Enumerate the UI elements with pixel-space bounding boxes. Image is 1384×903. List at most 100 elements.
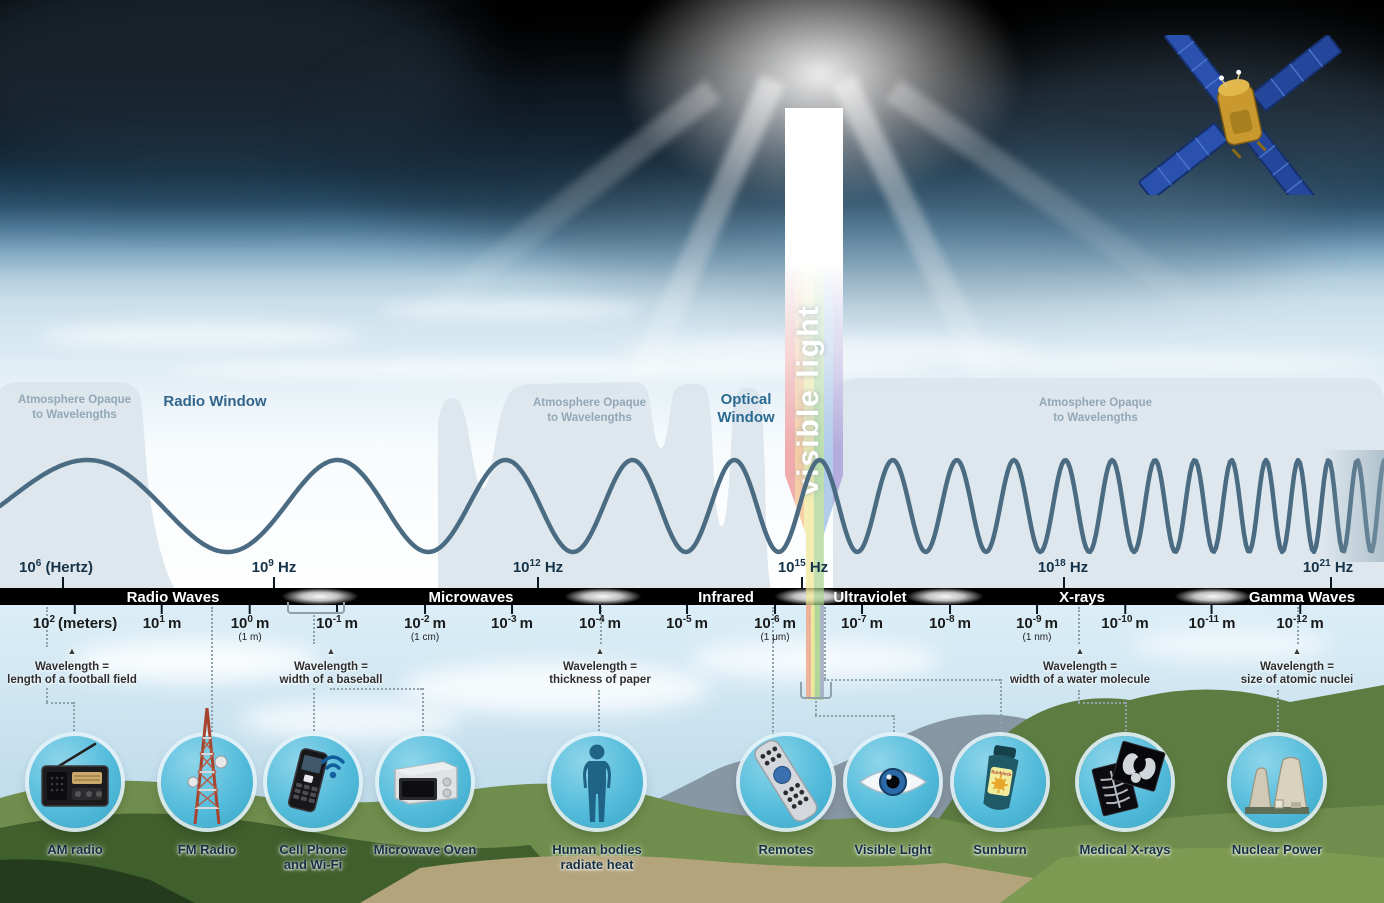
wavelength-tick-1e-10: 10-10 m — [1101, 605, 1149, 632]
frequency-label-1e15: 1015 Hz — [777, 558, 829, 576]
frequency-label-1e12: 1012 Hz — [512, 558, 564, 576]
wavelength-tick-1e-7: 10-7 m — [841, 605, 883, 632]
wavelength-tick-1e-3: 10-3 m — [491, 605, 533, 632]
cell-phone-wifi-icon — [287, 748, 345, 813]
eye-icon — [858, 768, 928, 796]
connector-line — [1000, 679, 1002, 735]
atmosphere-opaque-label-middle: Atmosphere Opaque to Wavelengths — [512, 396, 667, 426]
source-badge-remotes — [740, 736, 832, 828]
band-fade — [565, 588, 641, 605]
connector-line — [46, 688, 48, 702]
frequency-label-1e9: 109 Hz — [251, 558, 297, 576]
source-badge-cell-phone — [267, 736, 359, 828]
cooling-towers-icon — [1245, 756, 1309, 814]
wavelength-tick-1e-12: 10-12 m — [1276, 605, 1324, 632]
frequency-label-1e21: 1021 Hz — [1302, 558, 1354, 576]
connector-line — [313, 688, 315, 735]
xray-film-icon — [1091, 740, 1166, 817]
source-badge-medical-xrays — [1079, 736, 1171, 828]
connector-line — [211, 607, 213, 735]
wavelength-tick-1e0: 100 m (1 m) — [231, 605, 269, 643]
connector-line — [1078, 690, 1080, 702]
frequency-label-1e6: 106 (Hertz) — [19, 558, 93, 576]
source-badge-am-radio — [29, 736, 121, 828]
valley-cloud — [1130, 628, 1330, 662]
band-label-gamma-waves: Gamma Waves — [1248, 589, 1356, 606]
source-label-fm-radio: FM Radio — [177, 842, 237, 857]
source-label-sunburn: Sunburn — [973, 842, 1027, 857]
source-badge-human-body — [551, 736, 643, 828]
frequency-tick — [1330, 577, 1332, 588]
frequency-tick — [537, 577, 539, 588]
band-bracket — [287, 602, 345, 614]
connector-line — [598, 690, 600, 735]
atmosphere-opaque-label-right: Atmosphere Opaque to Wavelengths — [1018, 396, 1173, 426]
atm-label-line: Atmosphere Opaque — [532, 397, 647, 409]
connector-line — [1078, 607, 1080, 644]
wavelength-tick-1e1: 101 m — [143, 605, 181, 632]
source-label-microwave-oven: Microwave Oven — [373, 842, 477, 857]
valley-cloud — [70, 640, 320, 682]
radio-window-label: Radio Window — [163, 393, 267, 410]
sunblock-bottle-icon: Sunblock — [983, 745, 1019, 810]
up-arrow-icon: ▲ — [595, 646, 605, 656]
source-label-medical-xrays: Medical X-rays — [1079, 842, 1171, 857]
up-arrow-icon: ▲ — [1292, 646, 1302, 656]
comparison-baseball: ▲ Wavelength = width of a baseball — [279, 646, 383, 686]
connector-line — [422, 688, 424, 735]
connector-line — [1125, 702, 1127, 735]
beam-tail — [806, 605, 824, 697]
wavelength-tick-1e-6: 10-6 m (1 μm) — [754, 605, 796, 643]
wavelength-tick-1e-9: 10-9 m (1 nm) — [1016, 605, 1058, 643]
band-label-microwaves: Microwaves — [428, 589, 514, 606]
up-arrow-icon: ▲ — [1075, 646, 1085, 656]
connector-line — [46, 702, 73, 704]
source-label-human-bodies: Human bodies radiate heat — [552, 842, 642, 872]
atm-label-line: Atmosphere Opaque — [1038, 397, 1153, 409]
atm-label-line: to Wavelengths — [547, 412, 632, 424]
band-fade — [282, 588, 358, 605]
wavelength-tick-1e-1: 10-1 m — [316, 605, 358, 632]
beam-end-bracket — [800, 682, 832, 699]
up-arrow-icon: ▲ — [326, 646, 336, 656]
source-label-remotes: Remotes — [758, 842, 814, 857]
up-arrow-icon: ▲ — [67, 646, 77, 656]
source-label-am-radio: AM radio — [47, 842, 103, 857]
source-badge-microwave-oven — [379, 736, 471, 828]
wavelength-tick-1e2: 102 (meters) — [33, 605, 117, 632]
atm-label-line: to Wavelengths — [1053, 412, 1138, 424]
source-badge-nuclear-power — [1231, 736, 1323, 828]
connector-line — [330, 688, 422, 690]
wavelength-tick-1e-11: 10-11 m — [1189, 605, 1235, 632]
frequency-tick — [273, 577, 275, 588]
connector-line — [893, 715, 895, 735]
optical-window-line: Window — [717, 409, 775, 426]
comparison-atomic-nuclei: ▲ Wavelength = size of atomic nuclei — [1240, 646, 1354, 686]
source-badge-visible-light — [847, 736, 939, 828]
comparison-water-molecule: ▲ Wavelength = width of a water molecule — [1010, 646, 1150, 686]
human-silhouette-icon — [583, 744, 611, 822]
connector-line — [815, 697, 817, 715]
frequency-tick — [62, 577, 64, 588]
band-fade — [907, 588, 983, 605]
fm-radio-tower-icon — [187, 707, 228, 825]
remote-control-icon — [754, 739, 818, 822]
comparison-paper: ▲ Wavelength = thickness of paper — [549, 646, 651, 686]
connector-line — [824, 607, 826, 679]
source-badge-sunburn: Sunblock — [954, 736, 1046, 828]
valley-cloud — [400, 662, 710, 714]
connector-line — [1078, 702, 1125, 704]
band-label-ultraviolet: Ultraviolet — [833, 589, 907, 606]
am-radio-icon — [41, 742, 109, 807]
wavelength-tick-1e-2: 10-2 m (1 cm) — [404, 605, 446, 643]
source-label-nuclear-power: Nuclear Power — [1231, 842, 1323, 857]
valley-cloud — [240, 700, 460, 740]
connector-line — [1277, 690, 1279, 735]
atm-label-line: Atmosphere Opaque — [17, 394, 132, 406]
connector-line — [600, 607, 602, 644]
band-label-xrays: X-rays — [1059, 589, 1105, 606]
frequency-label-1e18: 1018 Hz — [1037, 558, 1089, 576]
connector-line — [772, 607, 774, 735]
comparison-football-field: ▲ Wavelength = length of a football field — [7, 646, 137, 686]
